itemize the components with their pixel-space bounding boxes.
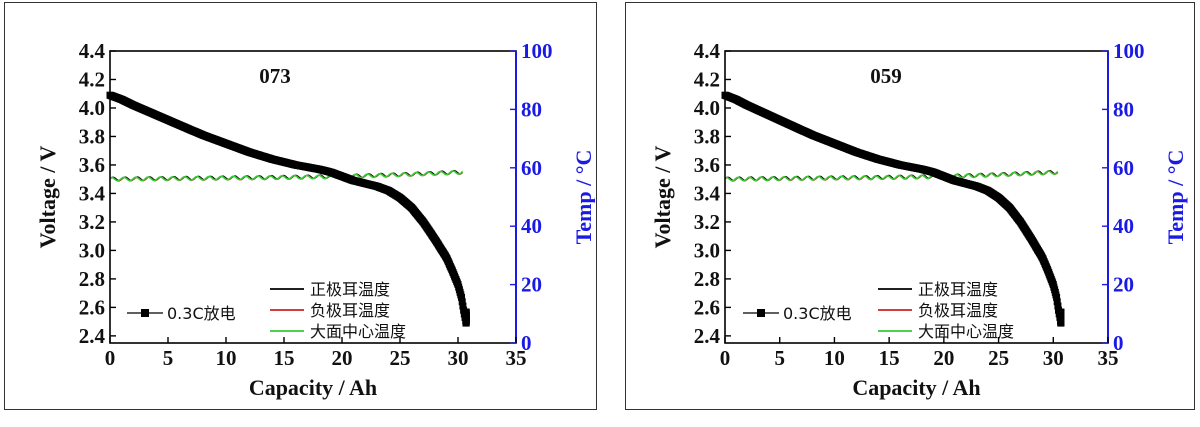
voltage-point — [458, 298, 466, 306]
voltage-point — [458, 293, 465, 301]
chart-panel-059: 0 5 10 15 20 25 30 35 2.4 2.6 2.8 3.0 3.2 3.4 3.6 3.8 4.… — [625, 2, 1195, 410]
x-tick-label: 10 — [824, 346, 845, 370]
voltage-point — [459, 302, 467, 310]
voltage-series-0 — [106, 91, 470, 327]
voltage-point — [462, 308, 470, 316]
x-tick-label: 0 — [105, 346, 116, 370]
y-tick-label: 4.0 — [694, 96, 720, 120]
y-tick-label: 2.6 — [694, 295, 720, 319]
y-tick-label: 4.2 — [694, 67, 720, 91]
x-tick-label: 20 — [933, 346, 954, 370]
chart-title: 059 — [870, 64, 902, 88]
y-tick-label: 3.6 — [694, 153, 720, 177]
y2-tick-label: 60 — [1113, 156, 1134, 180]
chart-svg-059: 0 5 10 15 20 25 30 35 2.4 2.6 2.8 3.0 3.2 3.4 3.6 3.8 4.… — [650, 39, 1188, 400]
y-tick-label: 2.8 — [694, 267, 720, 291]
x-axis-label: Capacity / Ah — [249, 375, 377, 400]
y-axis-label: Voltage / V — [650, 146, 675, 249]
y-tick-label: 3.4 — [694, 181, 721, 205]
legend-marker-voltage — [757, 309, 765, 317]
y-tick-label: 3.0 — [79, 238, 105, 262]
legend-label-temp-1: 负极耳温度 — [310, 301, 390, 320]
chart-title: 073 — [259, 64, 291, 88]
y-tick-label: 3.8 — [79, 124, 105, 148]
chart-svg-073: 0 5 10 15 20 25 30 35 2.4 2.6 2.8 3.0 3.2 3.4 3.6 3.8 4.… — [35, 39, 596, 400]
y-tick-label: 3.0 — [694, 238, 720, 262]
y-tick-label: 3.8 — [694, 124, 720, 148]
temp-series-line-3 — [109, 170, 464, 182]
y-tick-label: 3.2 — [79, 210, 105, 234]
legend-label-voltage: 0.3C放电 — [167, 304, 236, 323]
y2-tick-label: 100 — [1113, 39, 1145, 63]
x-tick-label: 0 — [720, 346, 731, 370]
y-tick-label: 3.6 — [79, 153, 105, 177]
x-tick-label: 15 — [274, 346, 295, 370]
x-tick-label: 30 — [448, 346, 469, 370]
legend-label-temp-1: 负极耳温度 — [918, 301, 998, 320]
legend-label-voltage: 0.3C放电 — [783, 304, 852, 323]
y2-tick-label: 0 — [1113, 331, 1124, 355]
y-tick-label: 2.6 — [79, 295, 105, 319]
y-tick-label: 2.4 — [694, 324, 721, 348]
y2-tick-label: 60 — [521, 156, 542, 180]
y2-axis-label: Temp / °C — [1163, 150, 1188, 245]
y-tick-label: 4.4 — [694, 39, 721, 63]
x-tick-label: 30 — [1043, 346, 1064, 370]
chart-panel-073: 0 5 10 15 20 25 30 35 2.4 2.6 2.8 3.0 3.2 3.4 3.6 3.8 4.… — [4, 2, 597, 410]
legend-marker-voltage — [141, 309, 149, 317]
x-tick-label: 15 — [879, 346, 900, 370]
y2-tick-label: 100 — [521, 39, 553, 63]
y-tick-label: 2.4 — [79, 324, 106, 348]
y-tick-label: 2.8 — [79, 267, 105, 291]
y2-tick-label: 40 — [521, 214, 542, 238]
y2-tick-label: 80 — [521, 97, 542, 121]
legend-label-temp-2: 大面中心温度 — [310, 322, 406, 341]
y-tick-label: 3.4 — [79, 181, 106, 205]
plot-frame — [109, 50, 517, 344]
x-tick-label: 35 — [1098, 346, 1119, 370]
y2-tick-label: 0 — [521, 331, 532, 355]
y2-tick-label: 20 — [1113, 273, 1134, 297]
voltage-point — [1057, 308, 1065, 316]
y2-axis-label: Temp / °C — [571, 150, 595, 245]
x-tick-label: 5 — [774, 346, 785, 370]
x-tick-label: 10 — [216, 346, 237, 370]
x-tick-label: 5 — [163, 346, 174, 370]
legend-label-temp-0: 正极耳温度 — [918, 280, 998, 299]
voltage-point — [1054, 302, 1062, 310]
voltage-point — [1053, 293, 1061, 301]
y2-tick-label: 20 — [521, 273, 542, 297]
legend-label-temp-0: 正极耳温度 — [310, 280, 390, 299]
y-axis-label: Voltage / V — [35, 146, 60, 249]
temp-series-line-3 — [724, 170, 1059, 182]
voltage-series-0 — [721, 91, 1065, 327]
voltage-point — [1053, 298, 1061, 306]
y-tick-label: 4.0 — [79, 96, 105, 120]
x-tick-label: 20 — [332, 346, 353, 370]
y-tick-label: 4.4 — [79, 39, 106, 63]
plot-frame — [724, 50, 1109, 344]
x-tick-label: 35 — [506, 346, 527, 370]
x-axis-label: Capacity / Ah — [852, 375, 980, 400]
y2-tick-label: 80 — [1113, 97, 1134, 121]
x-tick-label: 25 — [988, 346, 1009, 370]
y-tick-label: 4.2 — [79, 67, 105, 91]
y-tick-label: 3.2 — [694, 210, 720, 234]
legend-label-temp-2: 大面中心温度 — [918, 322, 1014, 341]
x-tick-label: 25 — [390, 346, 411, 370]
y2-tick-label: 40 — [1113, 214, 1134, 238]
